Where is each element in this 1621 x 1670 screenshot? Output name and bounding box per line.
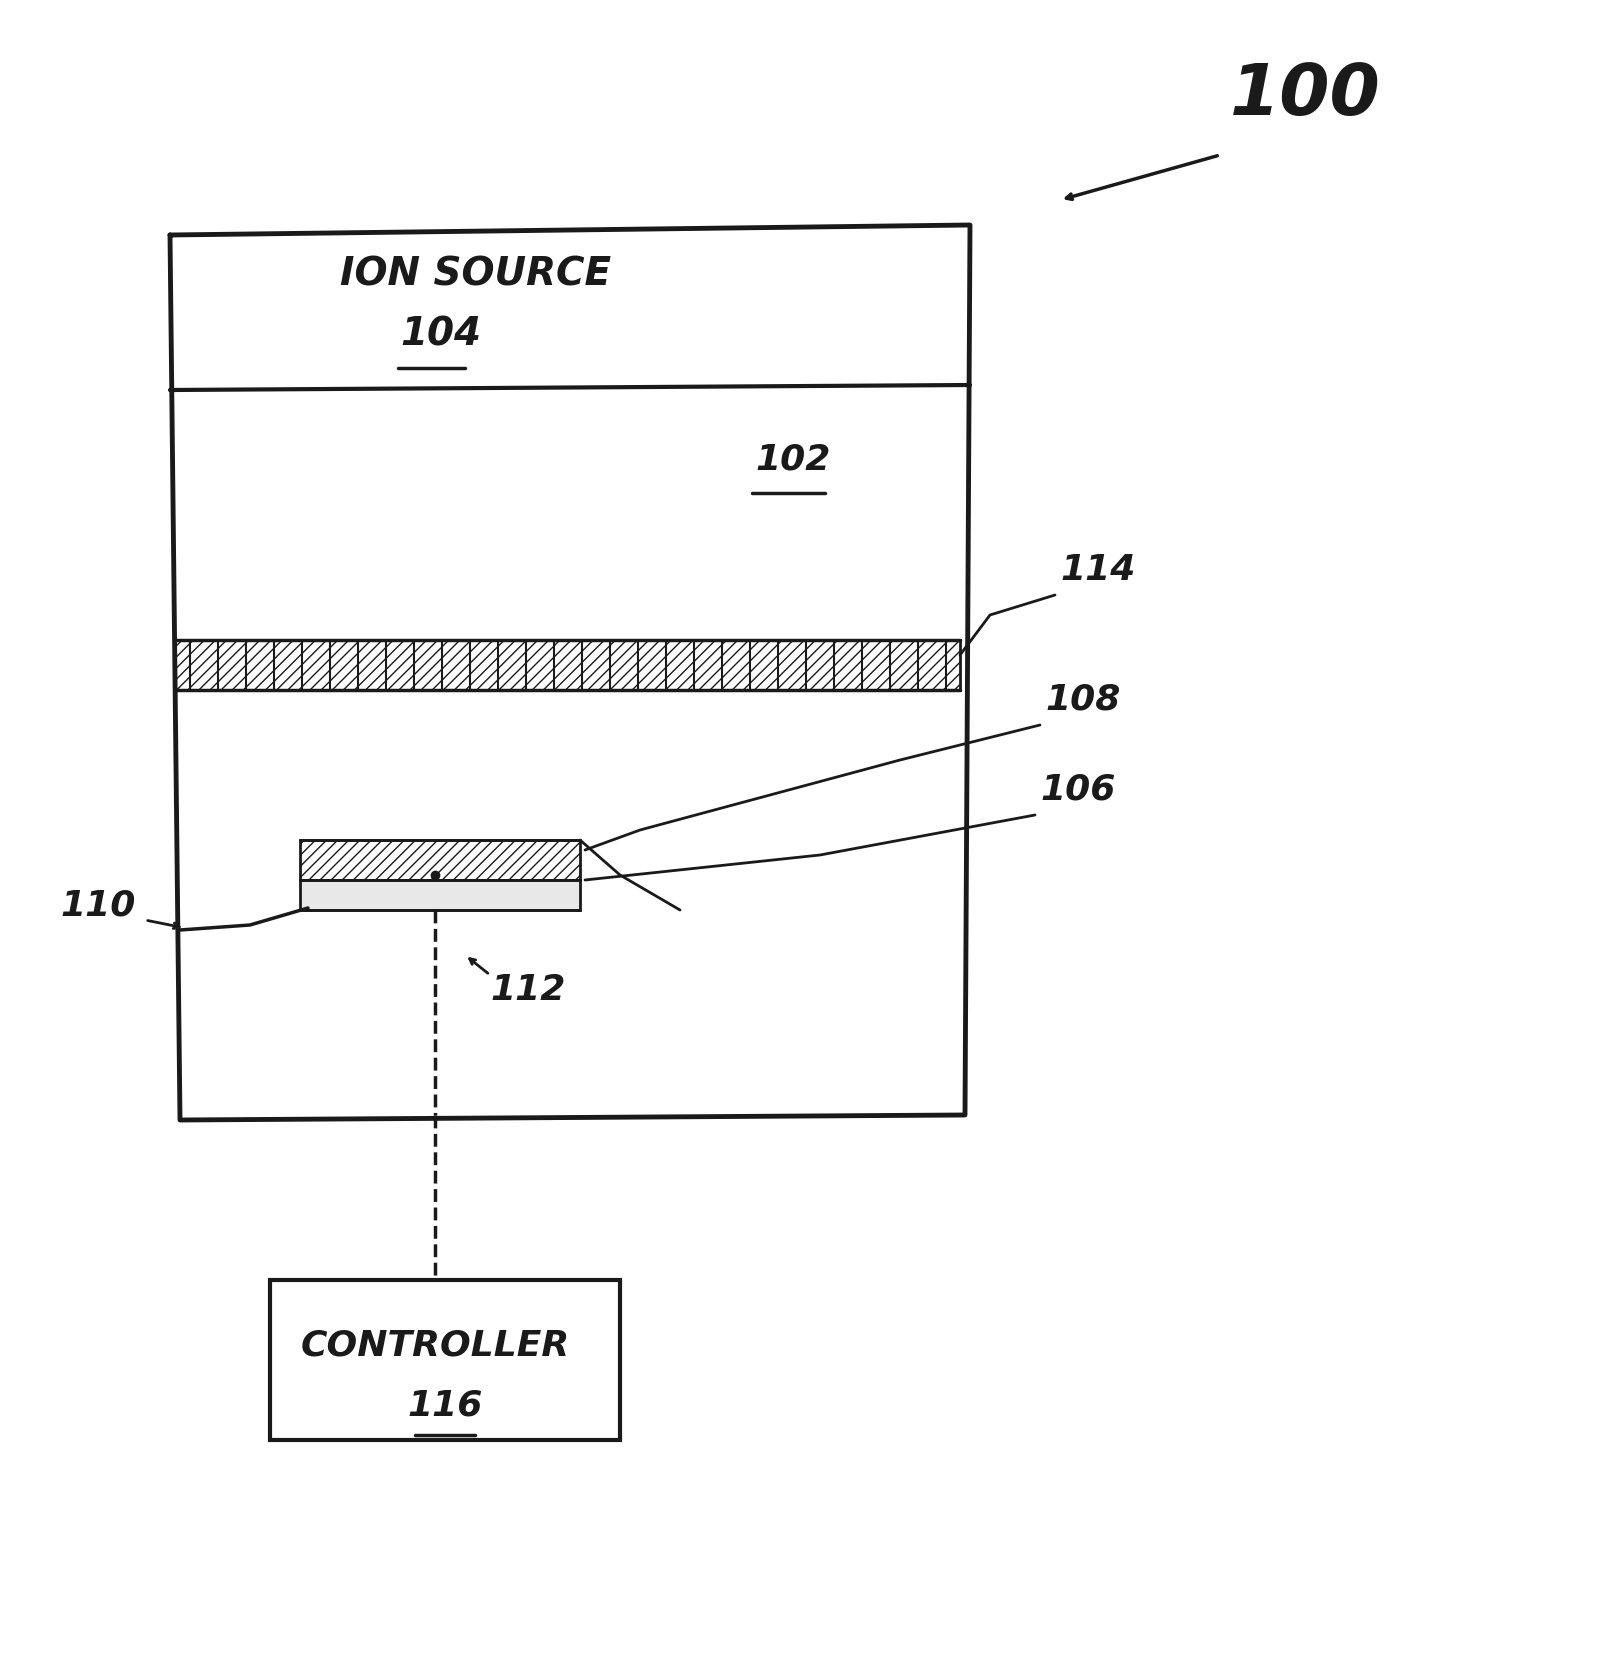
Bar (175, 640, 960, 690)
Text: 100: 100 (1230, 62, 1381, 130)
Text: CONTROLLER: CONTROLLER (300, 1328, 569, 1363)
Text: 104: 104 (400, 316, 481, 352)
Text: 114: 114 (1060, 553, 1135, 586)
Text: 110: 110 (60, 888, 136, 922)
Text: 102: 102 (755, 443, 830, 478)
Text: 112: 112 (490, 974, 566, 1007)
Text: 116: 116 (407, 1388, 483, 1421)
Text: 106: 106 (1041, 773, 1115, 807)
Bar (300, 880, 580, 910)
Bar (300, 840, 580, 880)
Text: ION SOURCE: ION SOURCE (340, 256, 611, 292)
Bar (271, 1279, 619, 1440)
Text: 108: 108 (1046, 683, 1120, 716)
